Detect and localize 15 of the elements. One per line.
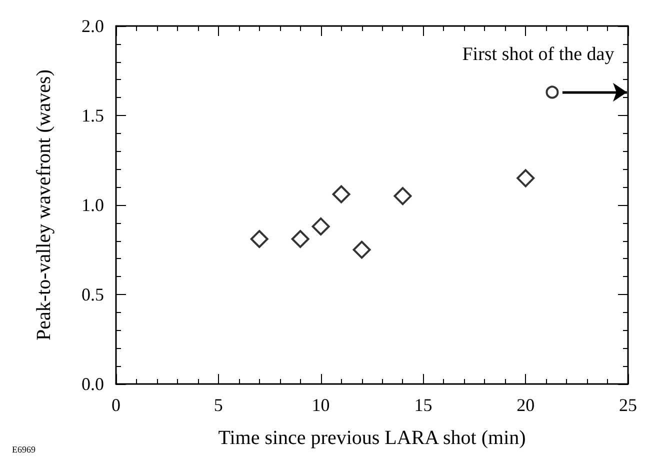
- y-tick-label: 1.5: [82, 106, 104, 126]
- x-tick-label: 20: [516, 395, 535, 415]
- x-tick-label: 15: [414, 395, 432, 415]
- x-tick-label: 25: [619, 395, 637, 415]
- y-tick-label: 0.0: [82, 374, 104, 394]
- y-axis-title: Peak-to-valley wavefront (waves): [33, 70, 55, 340]
- y-tick-label: 0.5: [82, 284, 104, 304]
- y-tick-label: 2.0: [82, 16, 104, 36]
- text: E6969: [12, 444, 36, 454]
- x-tick-label: 0: [112, 395, 120, 415]
- annotation: First shot of the day: [462, 44, 615, 66]
- x-tick-label: 5: [214, 395, 223, 415]
- y-tick-label: 1.0: [82, 195, 104, 215]
- x-tick-label: 10: [312, 395, 330, 415]
- x-axis-title: Time since previous LARA shot (min): [218, 427, 526, 449]
